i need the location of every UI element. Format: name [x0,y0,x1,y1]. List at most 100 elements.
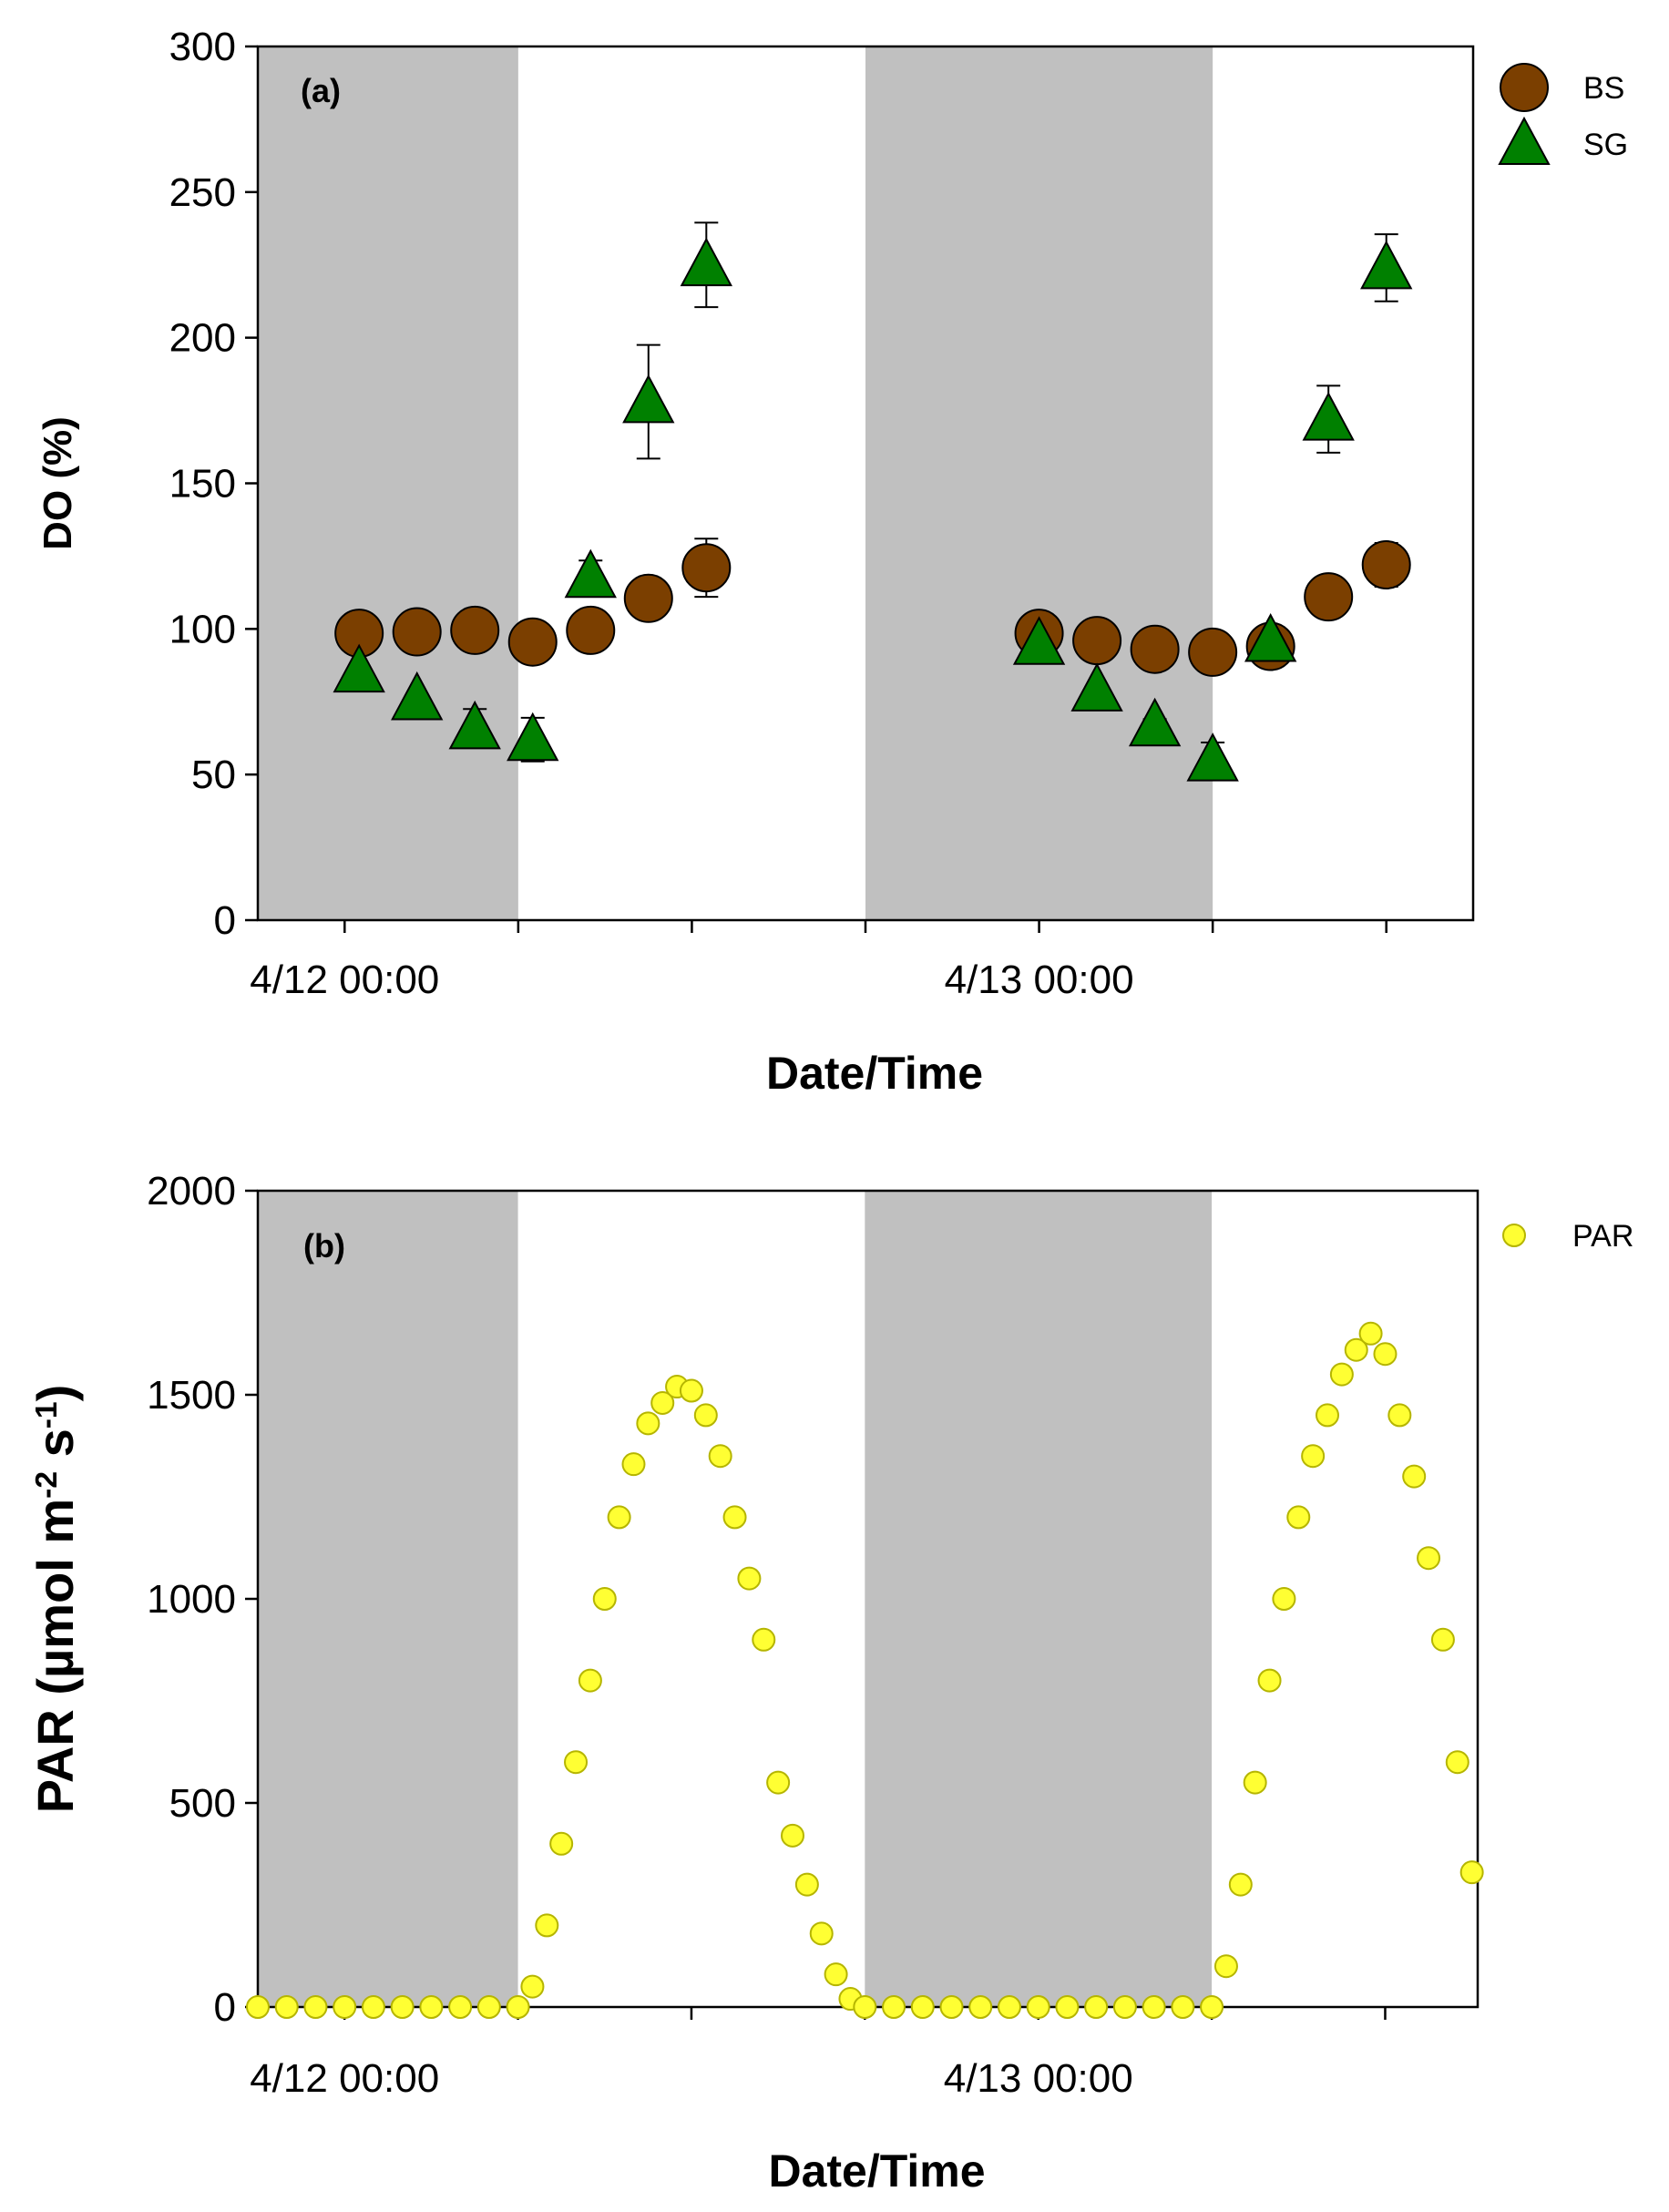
data-point [1360,240,1413,290]
night-shading [258,46,518,920]
data-point [1387,1403,1412,1428]
data-point [566,605,616,655]
data-point [1200,1995,1224,2019]
x-tick-label: 4/12 00:00 [250,2056,439,2101]
data-point [390,1995,415,2019]
x-axis-title: Date/Time [768,2145,985,2197]
data-point [681,543,732,593]
y-tick-label: 200 [169,316,236,361]
x-tick-label: 4/13 00:00 [945,958,1134,1002]
data-point [1243,1770,1267,1795]
panel-a: 0 50 100 150 200 250 300 4/12 00:00 4/13 00:00 Da… [36,25,1628,1099]
data-point [1072,616,1122,666]
data-point [274,1995,299,2019]
y-tick-label: 2000 [147,1169,236,1214]
data-point [1329,1362,1354,1387]
y-tick-label: 100 [169,607,236,651]
y-tick-label: 0 [214,898,236,943]
data-point [1142,1995,1166,2019]
legend-marker [1498,116,1551,165]
night-shading [865,1191,1213,2007]
data-point [781,1823,805,1848]
y-tick-label: 0 [214,1985,236,2030]
data-point [693,1403,718,1428]
data-point [708,1444,732,1469]
data-point [752,1627,776,1652]
data-point [910,1995,935,2019]
data-point [853,1995,877,2019]
data-point [1358,1321,1383,1346]
data-point [564,1750,589,1775]
y-tick-label: 500 [169,1781,236,1826]
data-point [1228,1872,1253,1897]
data-point [1361,540,1411,590]
data-point [1301,1444,1326,1469]
data-point [882,1995,906,2019]
data-point [1171,1995,1195,2019]
data-point [1055,1995,1080,2019]
data-point [1402,1464,1427,1489]
legend-marker [1502,1224,1526,1247]
data-point [1012,616,1066,665]
data-point [1112,1995,1137,2019]
data-point [392,607,442,657]
data-point [1272,1587,1296,1611]
data-point [333,643,385,693]
y-axis-title-part: ) [26,1385,84,1402]
data-point [450,605,500,655]
panel-b: 0 500 1000 1500 2000 4/12 00:00 4/13 00:00 Date… [26,1169,1633,2197]
data-point [1070,662,1123,712]
data-point [391,671,444,721]
data-point [549,1831,574,1856]
legend-label: SG [1583,128,1628,162]
data-point [623,573,673,623]
data-point [1430,1627,1455,1652]
data-point [507,712,559,762]
legend-label: PAR [1572,1219,1633,1254]
data-point [506,1995,530,2019]
panel-label: (b) [303,1227,345,1265]
data-point [824,1962,848,1987]
data-point [1459,1860,1484,1885]
y-axis-title-part: -1 [30,1401,64,1429]
data-point [1186,732,1239,782]
night-shading [258,1191,518,2007]
data-point [809,1921,834,1946]
data-point [737,1566,762,1591]
data-point [680,237,732,287]
data-point [361,1995,385,2019]
y-tick-label: 1500 [147,1373,236,1418]
data-point [1286,1505,1311,1530]
y-axis-title-part: PAR (µmol m [26,1499,84,1813]
y-tick-label: 250 [169,170,236,215]
data-point [246,1995,270,2019]
data-point [650,1390,675,1415]
night-shading [865,46,1213,920]
y-tick-label: 1000 [147,1577,236,1622]
data-point [794,1872,819,1897]
data-point [679,1378,703,1403]
data-point [1373,1342,1398,1367]
x-tick-label: 4/13 00:00 [944,2056,1133,2101]
data-point [1244,613,1297,662]
x-tick-label: 4/12 00:00 [250,958,439,1002]
legend-marker [1500,63,1549,112]
data-point [520,1974,545,1999]
y-tick-label: 150 [169,462,236,507]
data-point [1128,697,1182,747]
data-point [564,548,617,599]
panel-label: (a) [301,72,341,109]
data-point [1130,624,1180,674]
data-point [1316,1403,1340,1428]
data-point [722,1505,747,1530]
data-point [333,1995,357,2019]
data-point [592,1587,617,1611]
data-point [997,1995,1021,2019]
data-point [1026,1995,1050,2019]
data-point [636,1411,660,1436]
data-point [507,617,558,667]
y-axis-title: DO (%) [36,416,80,550]
data-point [1188,627,1238,677]
x-axis-title: Date/Time [766,1048,983,1099]
